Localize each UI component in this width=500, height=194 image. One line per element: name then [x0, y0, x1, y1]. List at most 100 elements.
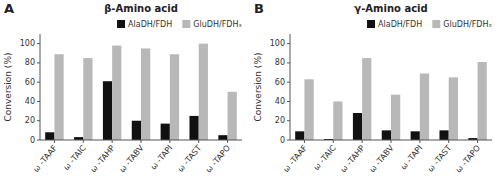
y-tick [37, 101, 40, 102]
y-tick [37, 82, 40, 83]
x-tick-label: ω -TABV [118, 143, 146, 174]
legend-label: AlaDH/FDH [128, 20, 172, 29]
y-tick-label: 100 [20, 39, 35, 48]
panel-label: B [254, 1, 264, 16]
bar [218, 135, 227, 140]
x-tick-label: ω -TAIC [312, 143, 338, 172]
bar [132, 121, 141, 140]
x-tick-label: ω -TAPO [454, 144, 482, 175]
legend-label: AlaDH/FDH [378, 20, 422, 29]
y-tick [287, 43, 290, 44]
y-tick [37, 120, 40, 121]
bar [353, 113, 362, 140]
bar [295, 131, 304, 140]
x-tick-label: ω -TAAF [281, 143, 309, 174]
legend-swatch [432, 20, 440, 28]
x-tick-label: ω -TAST [176, 143, 203, 173]
y-tick-label: 0 [280, 136, 285, 145]
panel: Bγ-Amino acid 0 20 40 60 80 100 Conversion (%) ω… [253, 1, 492, 175]
x-tick [362, 140, 363, 143]
bars [45, 44, 237, 140]
y-tick [287, 82, 290, 83]
title: γ-Amino acid [354, 3, 427, 14]
bar [45, 132, 54, 140]
x-tick [391, 140, 392, 143]
x-tick [419, 140, 420, 143]
bar [170, 54, 179, 140]
panel-label: A [4, 1, 14, 16]
y-axis-label: Conversion (%) [3, 53, 13, 122]
bar [411, 131, 420, 140]
bar [439, 130, 448, 140]
x-tick-label: ω -TAST [426, 143, 453, 173]
bar [420, 74, 429, 140]
x-tick [169, 140, 170, 143]
x-tick-label: ω -TAPO [204, 144, 232, 175]
y-axis-line [290, 34, 291, 140]
x-tick-label: ω -TAIC [62, 143, 88, 172]
legend-swatch [182, 20, 190, 28]
legend-swatch [367, 20, 375, 28]
y-tick [287, 62, 290, 63]
x-tick-label: ω -TAAF [31, 143, 59, 174]
bar [83, 58, 92, 140]
bar [54, 54, 63, 140]
x-tick [141, 140, 142, 143]
bar [189, 116, 198, 140]
bar [103, 81, 112, 140]
bars [295, 58, 487, 140]
bar [391, 95, 400, 140]
y-tick [37, 43, 40, 44]
y-tick-label: 60 [25, 78, 35, 87]
x-tick [477, 140, 478, 143]
bar [362, 58, 371, 140]
y-tick [37, 140, 40, 141]
panel: Aβ-Amino acid 0 20 40 60 80 100 Conversion (%) ω… [3, 1, 242, 175]
y-tick-label: 80 [25, 58, 35, 67]
legend-swatch [117, 20, 125, 28]
x-tick [304, 140, 305, 143]
y-tick-label: 40 [25, 97, 35, 106]
y-axis-line [40, 34, 41, 140]
y-tick-label: 80 [275, 58, 285, 67]
legend: AlaDH/FDH GluDH/FDHₓ [367, 20, 492, 29]
bar [161, 124, 170, 140]
y-tick-label: 60 [275, 78, 285, 87]
y-tick-label: 40 [275, 97, 285, 106]
bar [141, 48, 150, 140]
y-axis-label: Conversion (%) [253, 53, 263, 122]
y-tick [287, 101, 290, 102]
bar [304, 79, 313, 140]
bar [478, 62, 487, 140]
x-tick-label: ω -TAHP [89, 143, 117, 174]
bar [333, 101, 342, 140]
bar [112, 46, 121, 140]
y-tick [287, 120, 290, 121]
y-tick [287, 140, 290, 141]
y-tick-label: 20 [275, 116, 285, 125]
x-tick [227, 140, 228, 143]
x-tick [54, 140, 55, 143]
bar [449, 77, 458, 140]
x-tick [112, 140, 113, 143]
x-tick [198, 140, 199, 143]
x-tick-label: ω -TAHP [339, 143, 367, 174]
x-tick [333, 140, 334, 143]
x-tick-label: ω -TAPI [399, 144, 425, 172]
bar [228, 92, 237, 140]
title: β-Amino acid [104, 3, 178, 14]
x-tick [448, 140, 449, 143]
y-tick-label: 20 [25, 116, 35, 125]
legend: AlaDH/FDH GluDH/FDHₓ [117, 20, 242, 29]
bar [199, 44, 208, 140]
x-tick-label: ω -TAPI [149, 144, 175, 172]
legend-label: GluDH/FDHₓ [443, 20, 492, 29]
y-tick-label: 100 [270, 39, 285, 48]
y-tick [37, 62, 40, 63]
bar [382, 130, 391, 140]
legend-label: GluDH/FDHₓ [193, 20, 242, 29]
y-tick-label: 0 [30, 136, 35, 145]
x-tick-label: ω -TABV [368, 143, 396, 174]
chart: Aβ-Amino acid 0 20 40 60 80 100 Conversion (%) ω… [0, 0, 500, 194]
x-tick [83, 140, 84, 143]
